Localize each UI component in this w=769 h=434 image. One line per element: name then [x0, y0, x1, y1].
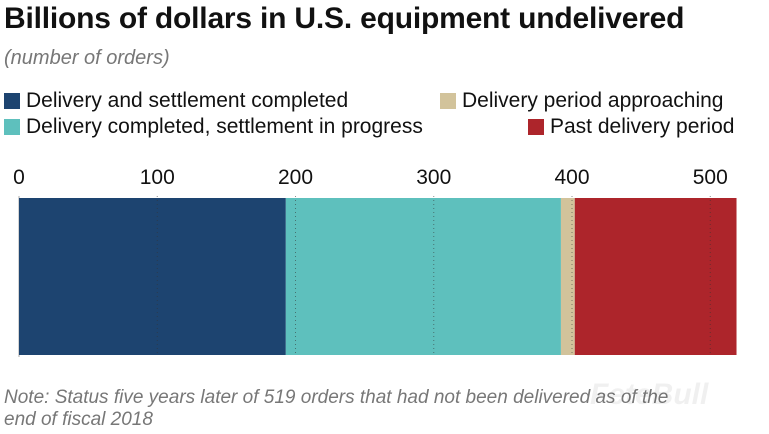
- bar-segment-4: [574, 198, 737, 355]
- legend-item-settlement-in-progress: Delivery completed, settlement in progre…: [4, 114, 423, 140]
- bar-segment-3: [560, 198, 575, 355]
- legend-item-past-delivery: Past delivery period: [528, 114, 734, 140]
- chart-subtitle: (number of orders): [4, 47, 170, 69]
- legend-label-approaching: Delivery period approaching: [462, 89, 724, 112]
- legend-item-approaching: Delivery period approaching: [440, 88, 724, 114]
- x-tick-label-500: 500: [693, 166, 728, 189]
- x-tick-label-0: 0: [13, 166, 25, 189]
- x-tick-label-400: 400: [554, 166, 589, 189]
- x-tick-label-200: 200: [278, 166, 313, 189]
- bar-segment-2: [285, 198, 561, 355]
- chart-title: Billions of dollars in U.S. equipment un…: [4, 2, 685, 35]
- legend-swatch-settled: [4, 93, 20, 109]
- legend-swatch-settlement-in-progress: [4, 119, 20, 135]
- x-tick-label-100: 100: [140, 166, 175, 189]
- watermark: FeteBull: [590, 378, 709, 411]
- legend-label-settled: Delivery and settlement completed: [26, 89, 349, 112]
- legend-label-past-delivery: Past delivery period: [550, 115, 735, 138]
- chart-note: Note: Status five years later of 519 ord…: [4, 387, 669, 430]
- legend-swatch-approaching: [440, 93, 456, 109]
- legend-label-settlement-in-progress: Delivery completed, settlement in progre…: [26, 115, 423, 138]
- x-tick-label-300: 300: [416, 166, 451, 189]
- bar-segment-1: [19, 198, 286, 355]
- legend-item-settled: Delivery and settlement completed: [4, 88, 348, 114]
- legend-swatch-past-delivery: [528, 119, 544, 135]
